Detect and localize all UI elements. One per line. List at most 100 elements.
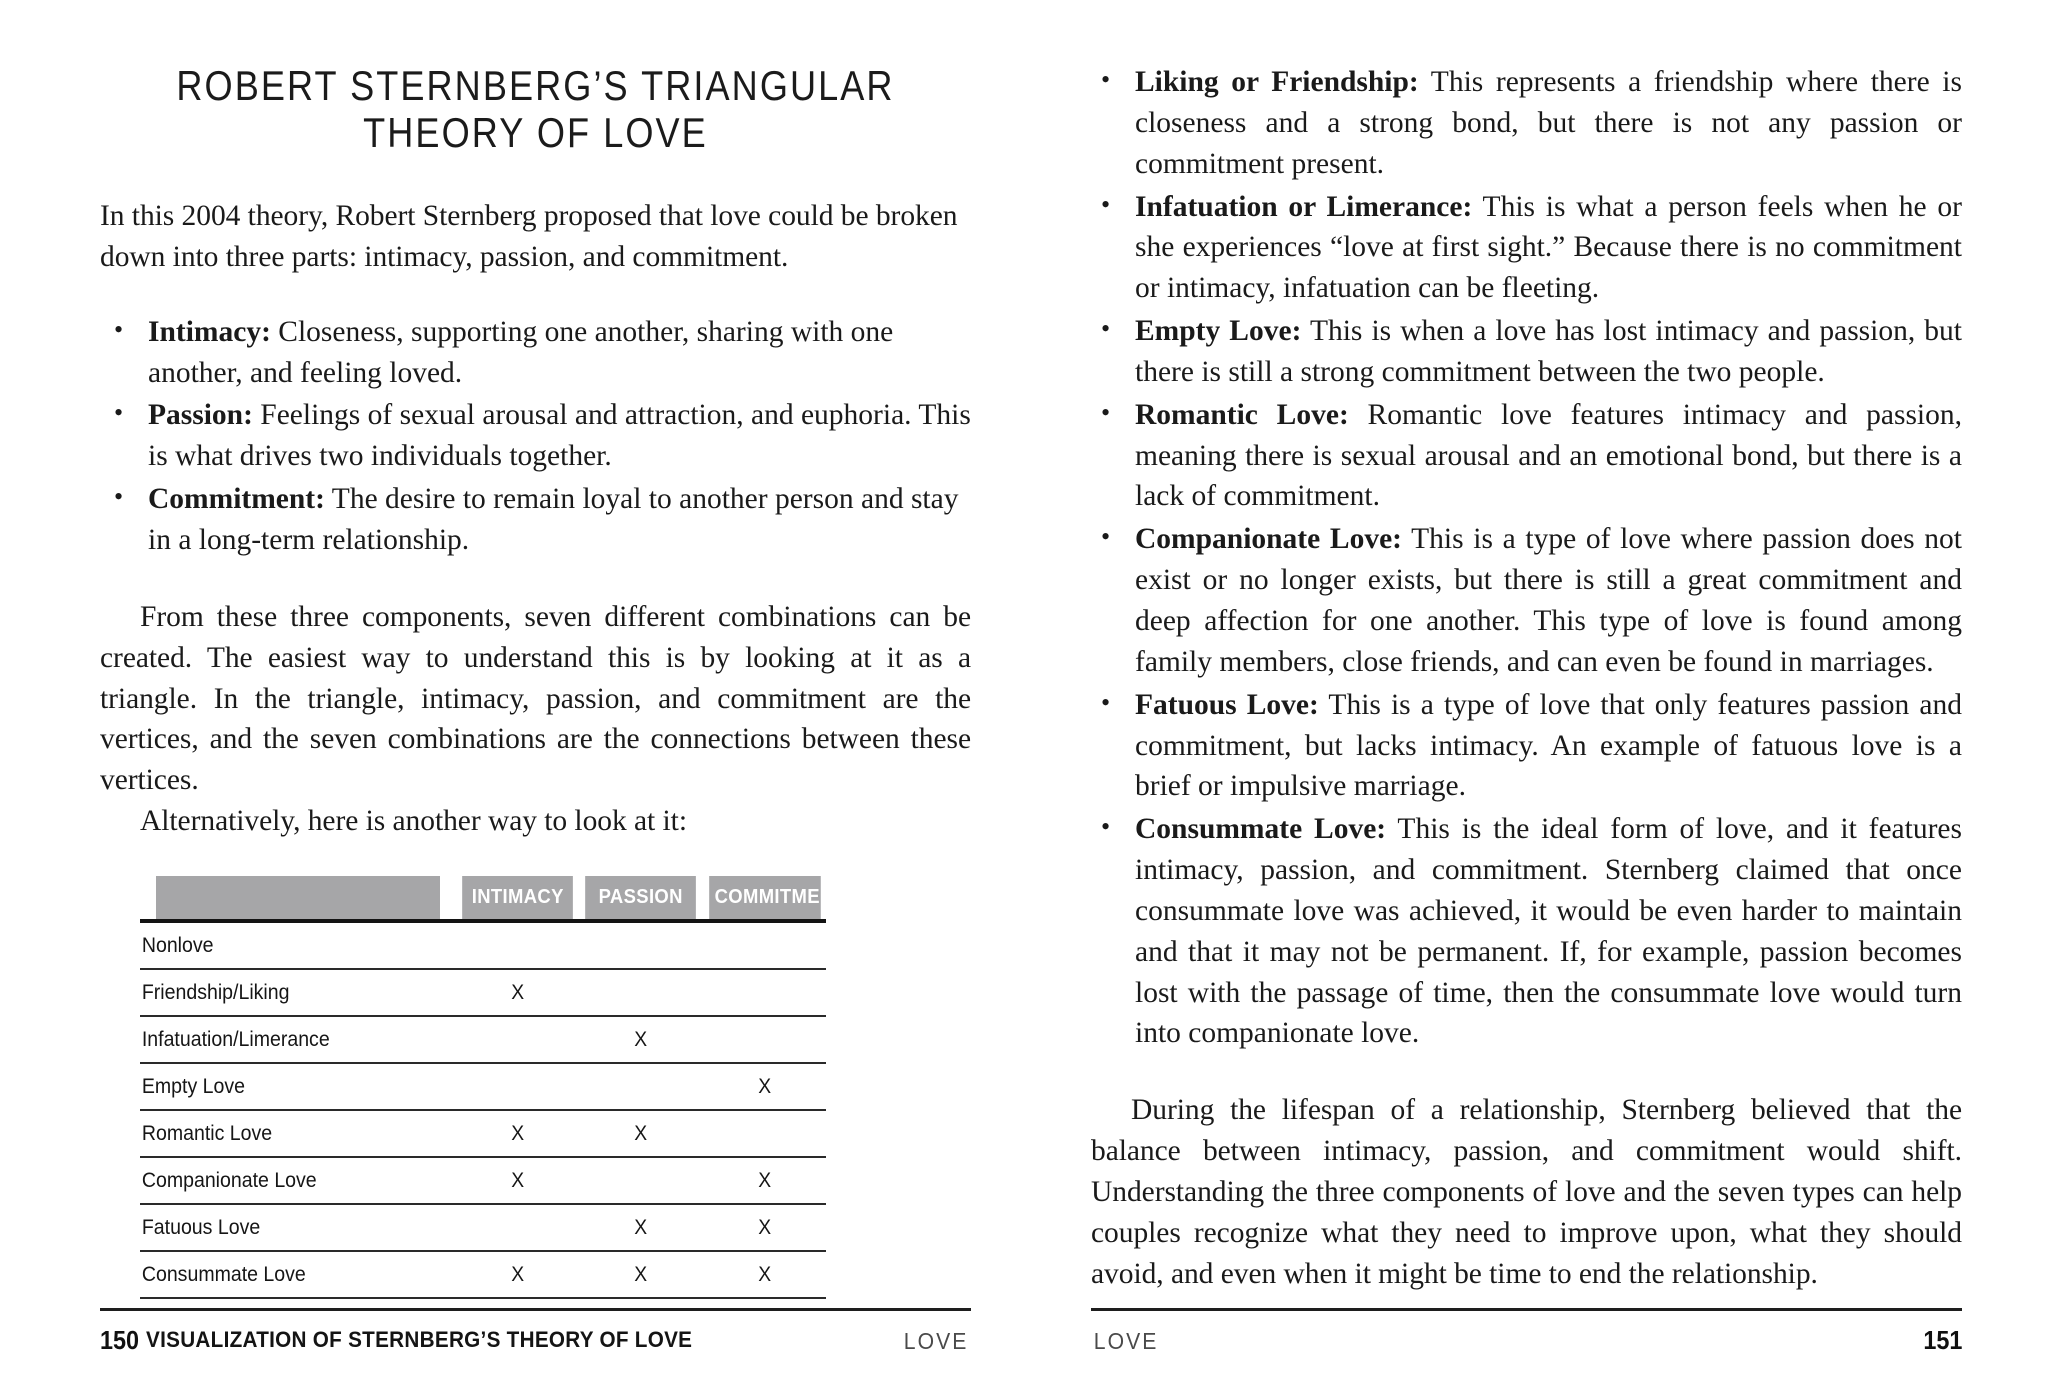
- footer-row: LOVE 151: [1091, 1325, 1962, 1356]
- list-item-text: This is when a love has lost intimacy an…: [1135, 315, 1962, 388]
- cell-passion: X: [583, 1250, 698, 1299]
- table-row: Companionate Love X X: [140, 1156, 826, 1205]
- column-header-commitment: COMMITMENT: [708, 875, 844, 923]
- table-row: Consummate Love X X X: [140, 1250, 826, 1299]
- page-title: ROBERT STERNBERG’S TRIANGULAR THEORY OF …: [176, 62, 895, 157]
- list-item: Consummate Love: This is the ideal form …: [1091, 808, 1962, 1054]
- row-label: Nonlove: [140, 920, 434, 970]
- cell-passion: [583, 920, 698, 970]
- cell-commitment: X: [707, 1250, 822, 1299]
- list-item: Passion: Feelings of sexual arousal and …: [100, 394, 971, 477]
- list-item-text: This is a type of love that only feature…: [1135, 688, 1962, 803]
- cell-intimacy: X: [460, 1250, 575, 1299]
- table-row: Fatuous Love X X: [140, 1203, 826, 1252]
- footer-divider: [100, 1308, 971, 1311]
- row-label: Friendship/Liking: [140, 968, 434, 1017]
- cell-intimacy: X: [460, 1109, 575, 1158]
- closing-paragraph: During the lifespan of a relationship, S…: [1091, 1094, 1962, 1290]
- list-item-term: Liking or Friendship:: [1135, 66, 1419, 98]
- table-row: Romantic Love X X: [140, 1109, 826, 1158]
- cell-passion: X: [583, 1109, 698, 1158]
- running-head: LOVE: [903, 1328, 969, 1354]
- left-page-footer: 150 LOVE: [100, 1308, 971, 1356]
- table-row: Nonlove: [140, 920, 826, 970]
- theory-matrix-table-wrapper: INTIMACY PASSION COMMITMENT Nonlove: [140, 875, 844, 1299]
- cell-commitment: X: [707, 1062, 822, 1111]
- cell-commitment: [707, 1109, 822, 1158]
- list-item-text: This is the ideal form of love, and it f…: [1135, 813, 1962, 1050]
- spacer: [100, 278, 971, 312]
- list-item: Infatuation or Limerance: This is what a…: [1091, 186, 1962, 310]
- list-item-term: Empty Love:: [1135, 315, 1302, 348]
- table-caption: VISUALIZATION OF STERNBERG’S THEORY OF L…: [146, 1326, 693, 1352]
- list-item-term: Passion:: [148, 399, 253, 432]
- page-number: 150: [100, 1325, 140, 1355]
- cell-intimacy: [460, 1062, 575, 1111]
- components-list: Intimacy: Closeness, supporting one anot…: [100, 311, 971, 561]
- list-item: Empty Love: This is when a love has lost…: [1091, 310, 1962, 393]
- cell-commitment: [707, 968, 822, 1017]
- cell-commitment: [707, 1015, 822, 1064]
- list-item-text: This is a type of love where passion doe…: [1135, 523, 1963, 678]
- cell-intimacy: [460, 1015, 575, 1064]
- cell-passion: [583, 968, 698, 1017]
- body-paragraph-3: Alternatively, here is another way to lo…: [140, 805, 687, 838]
- list-item: Liking or Friendship: This represents a …: [1091, 61, 1962, 185]
- cell-commitment: X: [707, 1156, 822, 1205]
- list-item-term: Intimacy:: [148, 315, 271, 348]
- list-item: Intimacy: Closeness, supporting one anot…: [100, 311, 971, 394]
- row-label: Romantic Love: [140, 1109, 434, 1158]
- footer-row: 150 LOVE: [100, 1325, 971, 1356]
- list-item-text: The desire to remain loyal to another pe…: [148, 483, 959, 556]
- table-row: Infatuation/Limerance X: [140, 1015, 826, 1064]
- list-item: Romantic Love: Romantic love features in…: [1091, 394, 1962, 518]
- left-page: ROBERT STERNBERG’S TRIANGULAR THEORY OF …: [0, 0, 1031, 1400]
- cell-passion: X: [583, 1015, 698, 1064]
- cell-intimacy: X: [460, 968, 575, 1017]
- row-label: Infatuation/Limerance: [140, 1015, 434, 1064]
- right-page-body: Liking or Friendship: This represents a …: [1091, 0, 1962, 1290]
- cell-intimacy: [460, 1203, 575, 1252]
- row-label: Fatuous Love: [140, 1203, 434, 1252]
- table-row: Friendship/Liking X: [140, 968, 826, 1017]
- table-header-row: INTIMACY PASSION COMMITMENT: [140, 875, 844, 923]
- list-item-term: Consummate Love:: [1135, 813, 1387, 846]
- spacer: [1091, 1056, 1962, 1090]
- table-body: Nonlove Friendship/Liking X Inf: [140, 920, 826, 1299]
- row-label: Companionate Love: [140, 1156, 434, 1205]
- table-row: Empty Love X: [140, 1062, 826, 1111]
- intro-paragraph: In this 2004 theory, Robert Sternberg pr…: [100, 200, 958, 273]
- table-head: INTIMACY PASSION COMMITMENT: [140, 875, 844, 923]
- cell-passion: X: [583, 1203, 698, 1252]
- theory-matrix-table: INTIMACY PASSION COMMITMENT Nonlove: [140, 875, 844, 1299]
- spacer: [100, 563, 971, 597]
- list-item-term: Fatuous Love:: [1135, 688, 1319, 721]
- cell-intimacy: X: [460, 1156, 575, 1205]
- list-item-text: This represents a friendship where there…: [1135, 66, 1962, 180]
- cell-passion: [583, 1062, 698, 1111]
- body-paragraph-2: From these three components, seven diffe…: [100, 600, 971, 797]
- column-header-intimacy: INTIMACY: [461, 875, 573, 923]
- list-item-term: Companionate Love:: [1135, 523, 1402, 556]
- row-label: Empty Love: [140, 1062, 434, 1111]
- running-head: LOVE: [1093, 1328, 1159, 1354]
- list-item-term: Commitment:: [148, 483, 325, 516]
- right-page-footer: LOVE 151: [1091, 1308, 1962, 1356]
- list-item-term: Infatuation or Limerance:: [1135, 190, 1473, 223]
- cell-commitment: [707, 920, 822, 970]
- list-item: Fatuous Love: This is a type of love tha…: [1091, 684, 1962, 808]
- column-header-blank: [155, 875, 440, 923]
- list-item: Commitment: The desire to remain loyal t…: [100, 478, 971, 561]
- list-item-text: This is what a person feels when he or s…: [1135, 190, 1962, 305]
- list-item-term: Romantic Love:: [1135, 398, 1349, 431]
- cell-commitment: X: [707, 1203, 822, 1252]
- list-item-text: Romantic love features intimacy and pass…: [1135, 398, 1962, 513]
- list-item: Companionate Love: This is a type of lov…: [1091, 518, 1963, 682]
- footer-divider: [1091, 1308, 1962, 1311]
- list-item-text: Closeness, supporting one another, shari…: [148, 315, 894, 389]
- column-header-passion: PASSION: [585, 875, 697, 923]
- love-types-list: Liking or Friendship: This represents a …: [1091, 61, 1963, 1054]
- right-page: Liking or Friendship: This represents a …: [1031, 0, 2062, 1400]
- cell-intimacy: [460, 920, 575, 970]
